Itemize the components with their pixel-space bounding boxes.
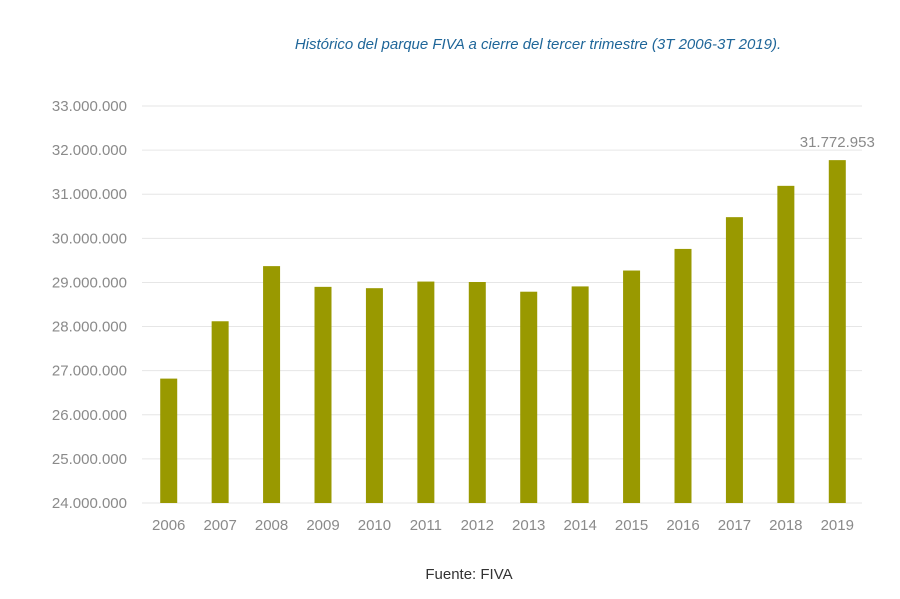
x-tick-label: 2013 (512, 517, 545, 534)
bar-2009 (314, 286, 332, 503)
x-tick-label: 2019 (821, 517, 854, 534)
data-label: 31.772.953 (800, 134, 875, 151)
bars (160, 160, 846, 503)
bar-2015 (623, 270, 641, 503)
x-axis-tick-labels: 2006 2007 2008 2009 2010 2011 2012 2013 2014 2015… (152, 517, 854, 534)
bar-2008 (263, 266, 281, 503)
y-tick-label: 25.000.000 (52, 451, 127, 468)
x-tick-label: 2010 (358, 517, 391, 534)
y-tick-label: 26.000.000 (52, 407, 127, 424)
y-tick-label: 30.000.000 (52, 230, 127, 247)
x-tick-label: 2011 (410, 517, 442, 534)
bar-2018 (777, 185, 795, 503)
bar-2012 (468, 282, 486, 503)
y-tick-label: 24.000.000 (52, 495, 127, 512)
x-tick-label: 2016 (666, 517, 699, 534)
y-tick-label: 29.000.000 (52, 274, 127, 291)
x-tick-label: 2008 (255, 517, 288, 534)
x-tick-label: 2015 (615, 517, 648, 534)
bar-2013 (520, 291, 538, 503)
bar-2019 (828, 160, 846, 503)
bar-2017 (725, 217, 743, 503)
source-note: Fuente: FIVA (425, 566, 513, 583)
y-tick-label: 27.000.000 (52, 363, 127, 380)
y-tick-label: 32.000.000 (52, 142, 127, 159)
x-tick-label: 2006 (152, 517, 185, 534)
x-tick-label: 2014 (563, 517, 596, 534)
y-axis-tick-labels: 24.000.000 25.000.000 26.000.000 27.000.000… (52, 98, 127, 512)
chart-title: Histórico del parque FIVA a cierre del t… (294, 36, 782, 53)
gridlines (142, 105, 862, 504)
bar-2007 (211, 321, 229, 503)
x-tick-label: 2012 (461, 517, 494, 534)
y-tick-label: 33.000.000 (52, 98, 127, 115)
x-tick-label: 2017 (718, 517, 751, 534)
x-tick-label: 2018 (769, 517, 802, 534)
bar-2011 (417, 281, 435, 503)
bar-2016 (674, 248, 692, 503)
x-tick-label: 2009 (306, 517, 339, 534)
bar-2010 (365, 288, 383, 503)
bar-2006 (160, 378, 178, 503)
data-labels: 31.772.953 (800, 134, 875, 151)
y-tick-label: 28.000.000 (52, 319, 127, 336)
x-tick-label: 2007 (203, 517, 236, 534)
y-tick-label: 31.000.000 (52, 186, 127, 203)
bar-2014 (571, 286, 589, 503)
